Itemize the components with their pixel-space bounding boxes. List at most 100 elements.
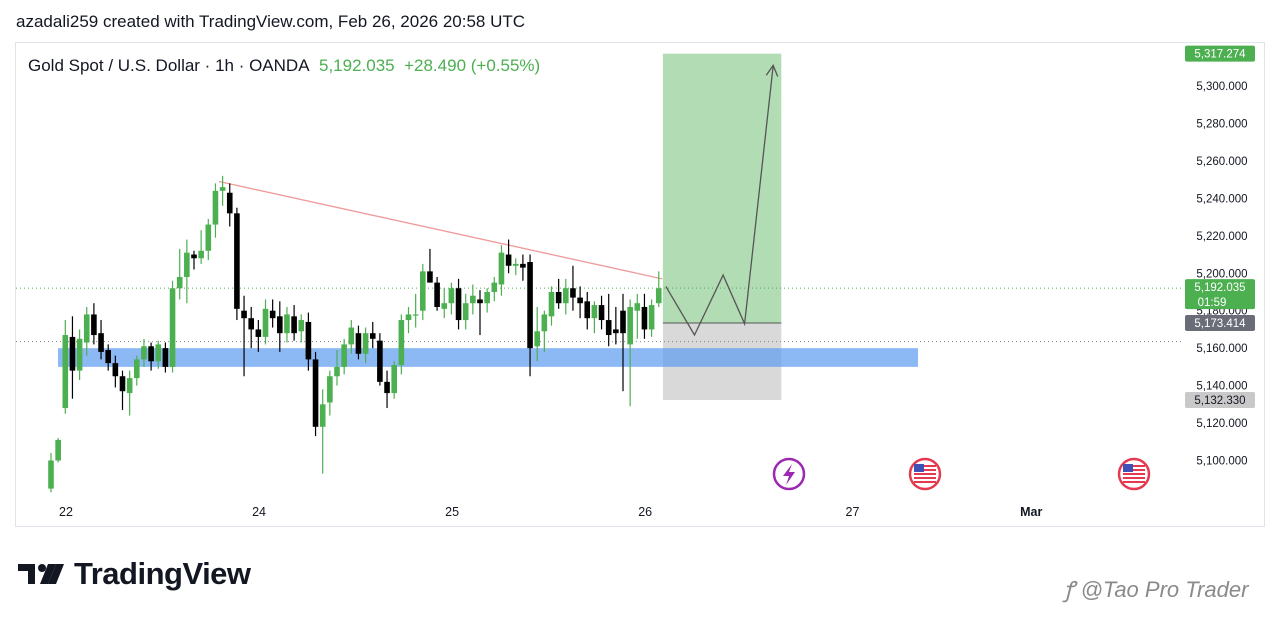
- candle: [505, 239, 512, 274]
- candle-body: [155, 344, 162, 362]
- candle-body: [141, 346, 147, 360]
- candle-body: [112, 363, 119, 377]
- price-axis-label: 5,140.000: [1196, 381, 1247, 393]
- candle-body: [148, 346, 154, 362]
- chart-credit: azadali259 created with TradingView.com,…: [16, 12, 526, 31]
- candle: [155, 340, 162, 369]
- time-axis: 22 24 25 26 27 Mar: [59, 505, 1042, 519]
- candle: [427, 248, 433, 283]
- candle-body: [391, 365, 397, 394]
- candle: [305, 312, 312, 371]
- support-zone: [58, 348, 918, 367]
- candle: [391, 361, 397, 399]
- candle: [269, 299, 276, 328]
- price-tag-entry: 5,173.414: [1194, 318, 1246, 330]
- candle-body: [548, 291, 555, 317]
- candle: [484, 288, 490, 313]
- candle: [527, 254, 533, 377]
- flag-canton: [914, 464, 924, 472]
- candle-body: [520, 263, 526, 268]
- candle-body: [477, 299, 483, 304]
- candle-body: [305, 321, 312, 360]
- candle: [598, 295, 605, 330]
- candle: [198, 230, 204, 264]
- candle: [355, 325, 362, 360]
- candle: [577, 286, 583, 319]
- candle-body: [577, 297, 583, 304]
- event-markers: [772, 457, 1151, 491]
- candle: [327, 370, 333, 416]
- price-axis-label: 5,280.000: [1196, 118, 1247, 130]
- candle: [541, 310, 548, 352]
- candle-body: [134, 359, 140, 379]
- candle-body: [405, 314, 412, 321]
- candle: [498, 245, 505, 296]
- candle: [55, 438, 61, 463]
- watermark-icon: ꝭ: [1064, 577, 1075, 602]
- candle: [248, 306, 254, 349]
- candle: [420, 263, 426, 321]
- candle-body: [498, 252, 505, 285]
- plot-area: [16, 53, 1183, 493]
- candle: [62, 320, 69, 414]
- tradingview-logo-icon: [18, 564, 64, 584]
- candle: [255, 320, 262, 352]
- candle-body: [105, 350, 111, 364]
- candle-body: [126, 378, 133, 394]
- flag-stripe: [914, 465, 936, 467]
- candle: [334, 350, 340, 386]
- candle: [212, 183, 219, 238]
- candle: [98, 320, 104, 360]
- candle: [369, 321, 376, 349]
- countdown-label: 01:59: [1198, 297, 1227, 309]
- candle: [148, 342, 154, 371]
- candle: [405, 306, 412, 334]
- candle-body: [591, 305, 598, 319]
- candle: [134, 355, 140, 386]
- candle-body: [420, 271, 426, 311]
- candle-body: [298, 320, 305, 332]
- candle-body: [319, 404, 326, 427]
- candle: [219, 175, 226, 206]
- candle: [312, 351, 319, 437]
- last-price-tag: 5,192.035: [1194, 282, 1245, 294]
- price-tag-bg: [1185, 315, 1255, 332]
- candle: [69, 316, 76, 399]
- candle: [184, 239, 190, 304]
- candle-body: [219, 187, 226, 191]
- candle-body: [613, 329, 619, 334]
- candle: [319, 389, 326, 474]
- candle-body: [620, 310, 626, 334]
- candle-body: [448, 288, 455, 304]
- candle-body: [91, 314, 97, 336]
- candle-body: [262, 308, 269, 337]
- flag-stripe: [914, 473, 936, 475]
- candle-body: [76, 338, 83, 371]
- candle-body: [369, 333, 376, 339]
- candle-body: [605, 320, 612, 336]
- candle: [591, 301, 598, 334]
- candle: [448, 282, 455, 315]
- tradingview-logo[interactable]: TradingView: [18, 556, 251, 592]
- symbol-name[interactable]: Gold Spot / U.S. Dollar · 1h · OANDA: [28, 56, 310, 75]
- flag-stripe: [914, 477, 936, 479]
- candle: [91, 303, 97, 345]
- candle: [76, 329, 83, 380]
- candle-body: [284, 314, 290, 334]
- candle: [298, 314, 305, 343]
- candle: [162, 342, 169, 373]
- candle: [284, 306, 290, 343]
- candle: [627, 299, 633, 407]
- candle-body: [584, 301, 591, 319]
- candle: [555, 278, 562, 309]
- candle: [470, 284, 476, 315]
- lightning-event-icon: [772, 457, 806, 491]
- candle-body: [555, 291, 562, 304]
- candle: [291, 305, 297, 341]
- candle-body: [427, 271, 433, 283]
- price-tag-bg: [1185, 391, 1255, 408]
- watermark-text: @Tao Pro Trader: [1080, 577, 1249, 602]
- tradingview-wordmark: TradingView: [74, 556, 251, 591]
- candle-body: [505, 254, 512, 266]
